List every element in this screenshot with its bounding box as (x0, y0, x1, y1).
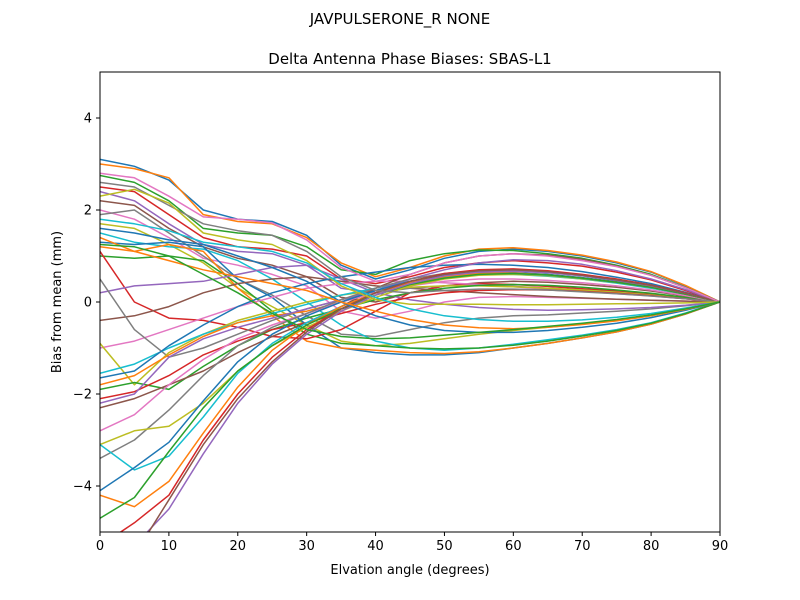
x-tick-label: 80 (643, 539, 660, 554)
series-line (100, 236, 720, 330)
series-line (100, 243, 720, 340)
x-tick-label: 60 (505, 539, 522, 554)
x-tick-label: 20 (230, 539, 247, 554)
series-line (100, 174, 720, 303)
series-line (100, 255, 720, 350)
series-line (100, 209, 720, 338)
y-tick-label: −2 (73, 388, 92, 403)
series-line (100, 186, 720, 303)
x-tick-label: 90 (712, 539, 729, 554)
x-tick-label: 30 (298, 539, 315, 554)
series-line (100, 272, 720, 519)
series-line (100, 227, 720, 334)
series-line (100, 264, 720, 312)
series-layer (100, 158, 720, 532)
series-line (147, 269, 720, 532)
series-line (100, 188, 720, 306)
x-tick-label: 40 (367, 539, 384, 554)
chart-suptitle: JAVPULSERONE_R NONE (309, 10, 490, 29)
series-line (100, 243, 720, 355)
y-tick-label: −4 (73, 480, 92, 495)
series-line (100, 263, 720, 379)
y-tick-label: 2 (84, 204, 92, 219)
x-axis-label: Elvation angle (degrees) (330, 563, 489, 578)
series-line (100, 172, 720, 303)
y-axis-label: Bias from mean (mm) (50, 231, 65, 373)
x-tick-label: 0 (96, 539, 104, 554)
y-axis: −4 −2 0 2 4 (73, 112, 100, 495)
y-tick-label: 4 (84, 112, 92, 127)
x-tick-label: 50 (436, 539, 453, 554)
y-tick-label: 0 (84, 296, 92, 311)
x-tick-label: 70 (574, 539, 591, 554)
x-axis: 0 10 20 30 40 50 60 70 80 90 (96, 532, 728, 554)
series-line (100, 181, 720, 303)
chart-title: Delta Antenna Phase Biases: SBAS-L1 (268, 50, 551, 68)
series-line (100, 158, 720, 303)
x-tick-label: 10 (161, 539, 178, 554)
series-line (100, 218, 720, 323)
